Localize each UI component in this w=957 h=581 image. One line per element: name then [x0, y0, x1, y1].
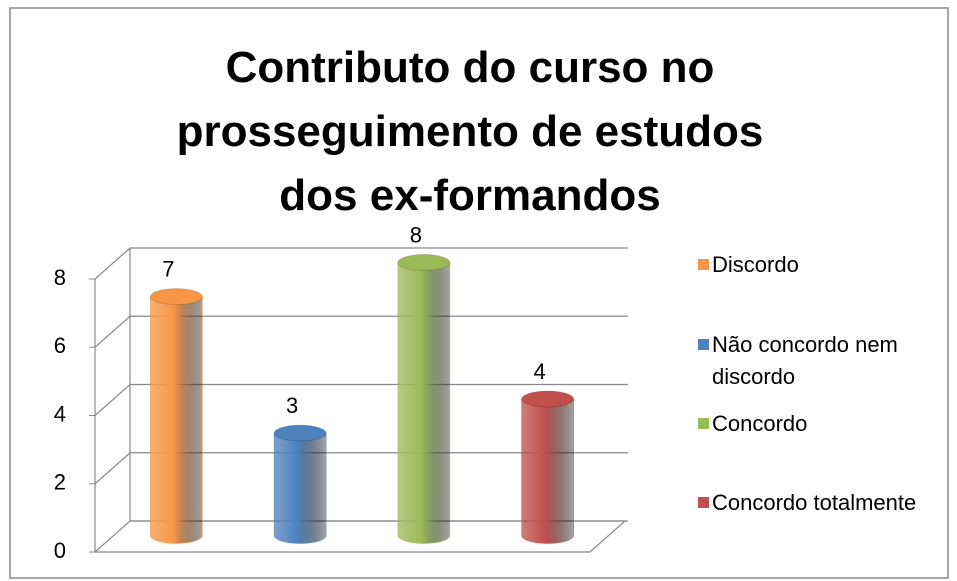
bar: [397, 262, 451, 544]
bar: [150, 296, 203, 544]
grid-line: [94, 520, 628, 553]
grid-line: [94, 452, 628, 485]
bar-top: [521, 390, 575, 408]
y-tick-label: 6: [54, 333, 66, 358]
legend-swatch: [698, 497, 709, 508]
grid-line: [94, 247, 628, 280]
grid-line: [94, 315, 628, 348]
legend-label: Concordo: [712, 411, 808, 436]
value-label: 7: [162, 256, 174, 281]
bar-top: [149, 288, 203, 306]
bar: [521, 398, 574, 544]
legend-swatch: [698, 339, 709, 350]
legend-swatch: [698, 418, 709, 429]
legend-swatch: [698, 259, 709, 270]
bar-top: [273, 424, 327, 442]
legend-label: Não concordo nem discordo: [712, 332, 898, 389]
grid-line: [94, 383, 628, 416]
bar-top: [397, 254, 451, 271]
value-label: 8: [410, 222, 422, 247]
chart-title: Contributo do curso no prosseguimento de…: [176, 43, 764, 220]
y-tick-label: 2: [54, 470, 66, 495]
y-tick-label: 8: [54, 265, 66, 290]
y-tick-label: 0: [54, 538, 66, 563]
value-label: 3: [286, 393, 298, 418]
legend-label: Concordo totalmente: [712, 490, 917, 515]
legend-label: Discordo: [712, 252, 799, 277]
bar: [273, 432, 327, 544]
y-tick-label: 4: [54, 401, 66, 426]
value-label: 4: [534, 359, 546, 384]
